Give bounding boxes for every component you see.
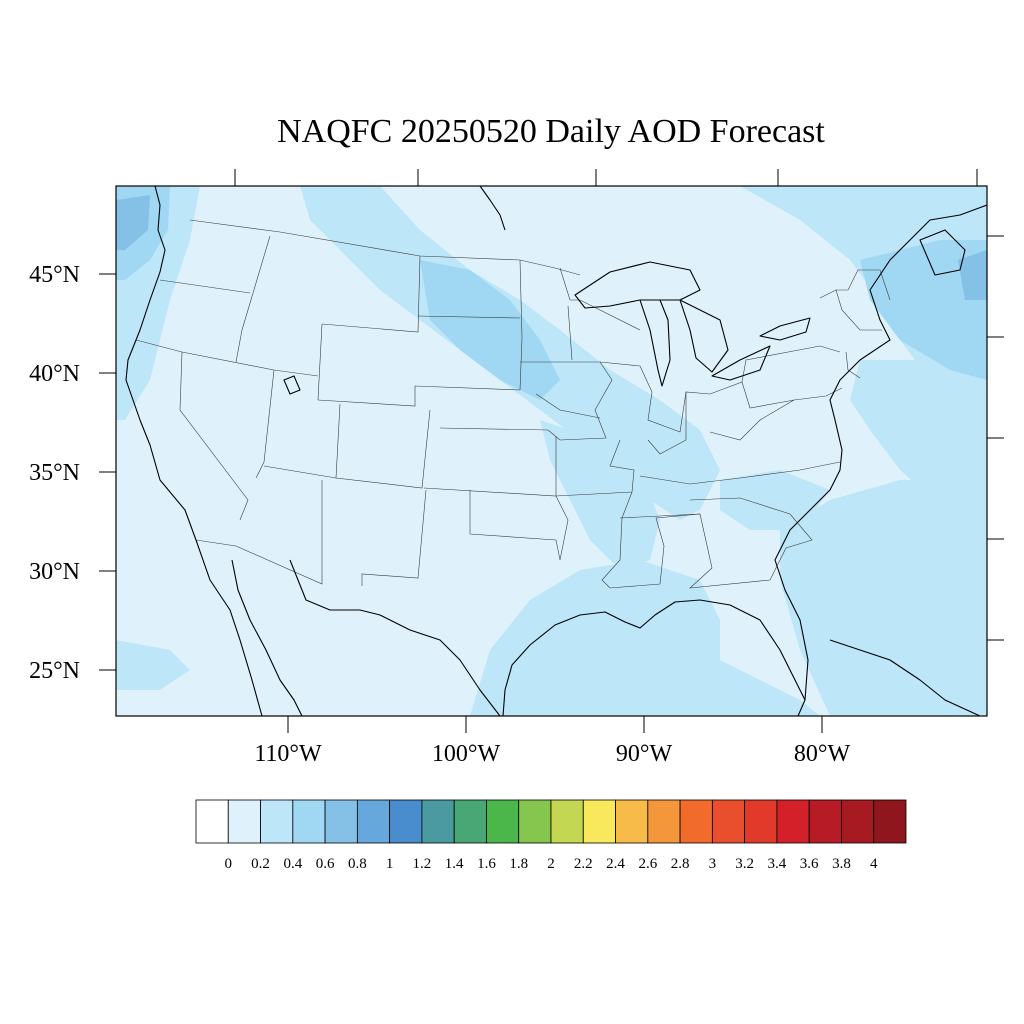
colorbar-swatch [195, 799, 229, 844]
colorbar-label: 2.6 [638, 856, 657, 872]
colorbar-label: 1.4 [445, 856, 464, 872]
colorbar-label: 2 [547, 856, 555, 872]
colorbar-swatch [292, 799, 326, 844]
aod-band-0.8-1 [116, 195, 987, 300]
colorbar-label: 2.4 [606, 856, 625, 872]
colorbar-swatch [356, 799, 391, 844]
colorbar-label: 1.2 [413, 856, 432, 872]
colorbar-swatch [841, 799, 875, 844]
top-ticks [234, 169, 978, 186]
coastlines [125, 186, 987, 716]
colorbar-label: 4 [870, 856, 878, 872]
colorbar-label: 1.8 [509, 856, 528, 872]
right-ticks [987, 235, 1004, 641]
colorbar-swatch [518, 799, 552, 844]
colorbar-label: 1 [386, 856, 394, 872]
colorbar: 0 0.2 0.4 0.6 0.8 1 1.2 1.4 1.6 1.8 2 2.2 2.4 2.6 2.8 3… [195, 799, 907, 872]
colorbar-swatch [808, 799, 842, 844]
colorbar-swatch [615, 799, 649, 844]
colorbar-swatch [227, 799, 261, 844]
colorbar-swatch [550, 799, 584, 844]
aod-map [116, 186, 987, 716]
colorbar-label: 2.2 [574, 856, 593, 872]
state-boundaries [135, 219, 891, 589]
lon-label-110w: 110°W [254, 741, 322, 767]
map-frame [115, 185, 988, 717]
colorbar-label: 3.4 [768, 856, 787, 872]
colorbar-label: 3.6 [800, 856, 819, 872]
colorbar-label: 1.6 [477, 856, 496, 872]
colorbar-label: 3.8 [832, 856, 851, 872]
colorbar-label: 0.2 [251, 856, 270, 872]
colorbar-swatch [260, 799, 294, 844]
colorbar-label: 0.8 [348, 856, 367, 872]
figure-title: NAQFC 20250520 Daily AOD Forecast [277, 113, 825, 150]
colorbar-label: 3.2 [735, 856, 754, 872]
colorbar-label: 0.6 [316, 856, 335, 872]
left-ticks [99, 273, 116, 671]
colorbar-swatch [389, 799, 423, 844]
bottom-ticks [287, 716, 823, 733]
lon-label-100w: 100°W [432, 741, 501, 767]
colorbar-label: 3 [709, 856, 717, 872]
lat-label-25n: 25°N [29, 658, 80, 684]
colorbar-label: 0.4 [283, 856, 302, 872]
colorbar-swatch [324, 799, 358, 844]
colorbar-label: 2.8 [671, 856, 690, 872]
lon-label-80w: 80°W [794, 741, 851, 767]
lat-label-40n: 40°N [29, 361, 80, 387]
colorbar-swatch [582, 799, 616, 844]
colorbar-swatch [453, 799, 487, 844]
lat-label-30n: 30°N [29, 559, 80, 585]
colorbar-swatch [647, 799, 681, 844]
colorbar-swatch [873, 799, 907, 844]
lon-label-90w: 90°W [616, 741, 673, 767]
colorbar-swatch [711, 799, 746, 844]
colorbar-swatch [744, 799, 778, 844]
lat-label-45n: 45°N [29, 262, 80, 288]
colorbar-swatch [421, 799, 455, 844]
colorbar-swatch [679, 799, 713, 844]
colorbar-swatch [486, 799, 520, 844]
colorbar-swatch [776, 799, 810, 844]
lat-label-35n: 35°N [29, 460, 80, 486]
colorbar-label: 0 [225, 856, 233, 872]
